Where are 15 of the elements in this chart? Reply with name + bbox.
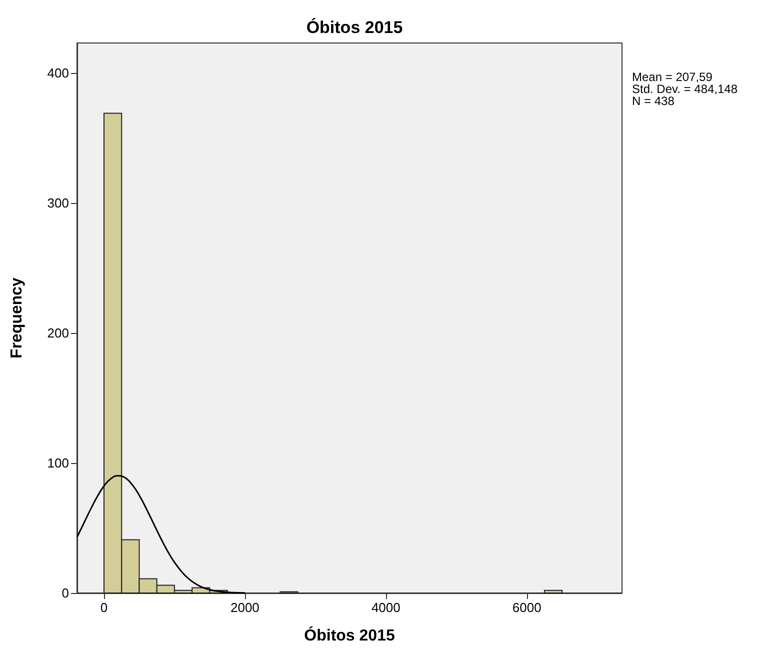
x-tick-label: 4000 bbox=[371, 600, 400, 615]
x-tick-label: 0 bbox=[100, 600, 108, 615]
y-axis-title: Frequency bbox=[8, 277, 26, 358]
y-tick-label: 400 bbox=[47, 65, 69, 80]
x-tick-label: 2000 bbox=[230, 600, 260, 615]
y-tick-label: 200 bbox=[47, 325, 69, 340]
x-axis-title: Óbitos 2015 bbox=[304, 626, 395, 644]
y-tick-label: 100 bbox=[47, 455, 69, 470]
y-tick-label: 300 bbox=[47, 195, 69, 210]
y-tick-label: 0 bbox=[62, 586, 69, 600]
text: Mean = 207,59 bbox=[632, 70, 713, 84]
text: N = 438 bbox=[632, 94, 675, 108]
x-tick-label: 6000 bbox=[512, 600, 542, 615]
text: Std. Dev. = 484,148 bbox=[632, 82, 738, 96]
chart-title: Óbitos 2015 bbox=[306, 17, 403, 37]
